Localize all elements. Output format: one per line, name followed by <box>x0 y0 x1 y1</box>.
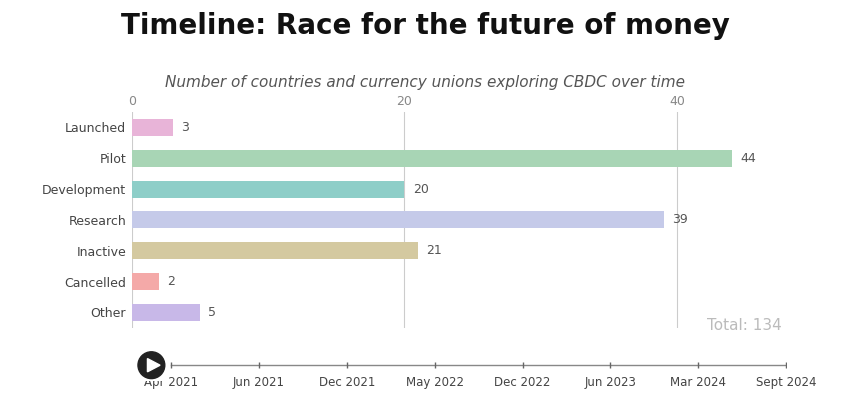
Bar <box>132 273 159 290</box>
Bar <box>132 150 732 167</box>
Text: 39: 39 <box>672 213 688 227</box>
Text: Jun 2021: Jun 2021 <box>233 376 285 388</box>
Text: 20: 20 <box>412 183 428 195</box>
Text: 21: 21 <box>426 244 442 257</box>
Bar <box>132 242 418 259</box>
Circle shape <box>138 352 165 378</box>
Text: 2: 2 <box>167 275 175 288</box>
Text: Jun 2023: Jun 2023 <box>585 376 637 388</box>
Bar <box>132 304 200 321</box>
Text: 5: 5 <box>208 306 216 319</box>
Text: Number of countries and currency unions exploring CBDC over time: Number of countries and currency unions … <box>165 75 685 90</box>
Bar <box>132 181 405 198</box>
Text: Total: 134: Total: 134 <box>707 318 782 333</box>
Text: 44: 44 <box>740 152 756 165</box>
Bar <box>132 212 664 228</box>
Text: Sept 2024: Sept 2024 <box>756 376 817 388</box>
Bar <box>132 119 173 136</box>
Text: Dec 2022: Dec 2022 <box>495 376 551 388</box>
Polygon shape <box>147 359 160 372</box>
Text: Mar 2024: Mar 2024 <box>671 376 727 388</box>
Text: Dec 2021: Dec 2021 <box>319 376 375 388</box>
Text: May 2022: May 2022 <box>405 376 464 388</box>
Text: Apr 2021: Apr 2021 <box>144 376 198 388</box>
Text: 3: 3 <box>181 121 189 134</box>
Text: Timeline: Race for the future of money: Timeline: Race for the future of money <box>121 12 729 40</box>
